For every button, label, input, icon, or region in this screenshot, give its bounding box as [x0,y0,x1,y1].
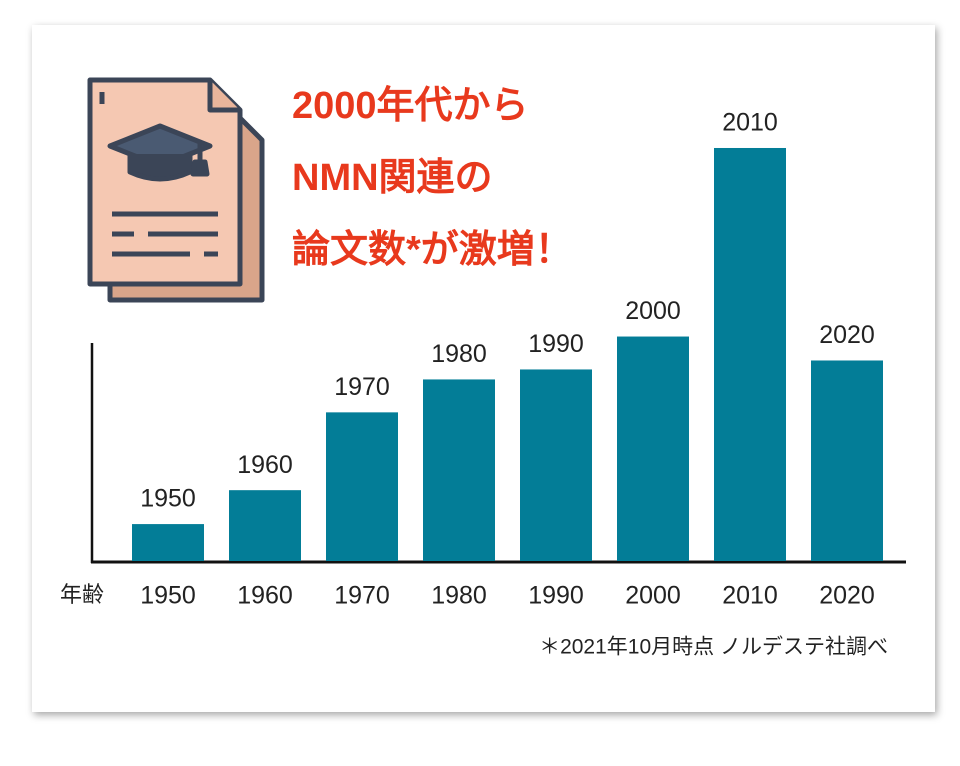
x-tick-label: 1960 [237,582,293,610]
footnote: ＊2021年10月時点 ノルデステ社調べ [539,636,888,659]
bar [520,369,592,561]
bar [132,524,204,561]
x-tick-label: 1990 [528,582,584,610]
bar [423,379,495,561]
chart-title: NMN関連の [292,157,493,199]
bar-label: 1990 [528,330,584,358]
document-icon [87,77,265,303]
bar-label: 1960 [237,451,293,479]
x-tick-label: 2000 [625,582,681,610]
x-tick-label: 2010 [722,582,778,610]
chart-title: 論文数*が激増！ [292,229,573,271]
bar [229,490,301,561]
chart-title: 2000年代から [292,85,529,127]
bar [811,360,883,561]
bar [326,412,398,561]
bar-label: 1950 [140,485,196,513]
x-tick-label: 2020 [819,582,875,610]
bar-label: 2000 [625,297,681,325]
x-tick-label: 1970 [334,582,390,610]
bar-label: 2020 [819,321,875,349]
bar [714,147,786,561]
bar [617,336,689,561]
bar-label: 2010 [722,109,778,137]
x-tick-label: 1980 [431,582,487,610]
x-axis-label: 年齢 [60,582,104,607]
x-tick-label: 1950 [140,582,196,610]
bar-label: 1980 [431,340,487,368]
bar-label: 1970 [334,373,390,401]
